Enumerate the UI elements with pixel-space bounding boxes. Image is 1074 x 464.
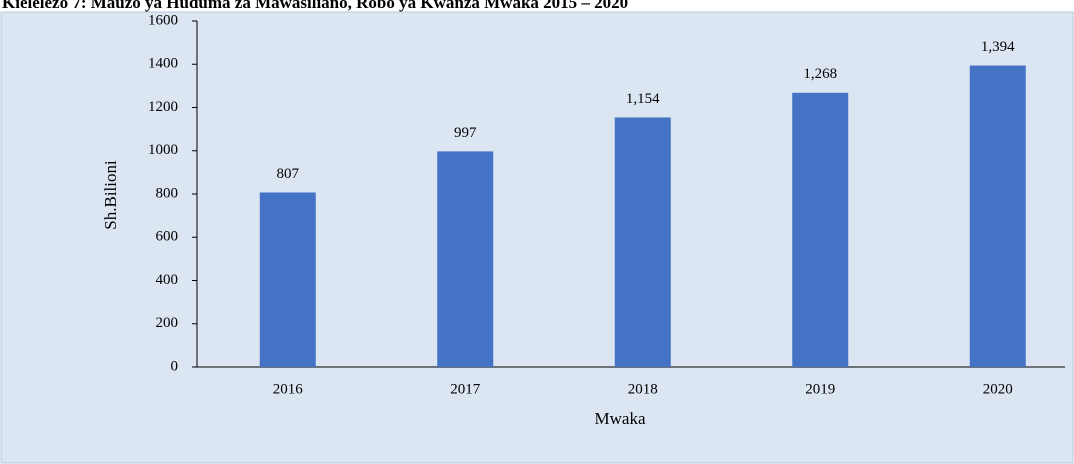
y-tick-label: 400 bbox=[156, 272, 179, 288]
y-tick-label: 1000 bbox=[148, 142, 178, 158]
data-label: 807 bbox=[277, 166, 300, 182]
bar bbox=[969, 65, 1026, 368]
bar bbox=[792, 92, 849, 368]
y-tick-label: 200 bbox=[156, 315, 179, 331]
y-axis-label: Sh.Bilioni bbox=[101, 160, 120, 230]
bar bbox=[437, 151, 494, 367]
y-tick-label: 800 bbox=[156, 185, 179, 201]
bar bbox=[259, 192, 316, 367]
data-label: 1,394 bbox=[981, 39, 1015, 55]
y-tick-label: 0 bbox=[171, 358, 179, 374]
chart-title: Kielelezo 7: Mauzo ya Huduma za Mawasili… bbox=[2, 0, 628, 12]
y-tick-label: 1600 bbox=[148, 12, 178, 28]
x-tick-label: 2020 bbox=[983, 381, 1013, 397]
x-tick-label: 2018 bbox=[628, 381, 658, 397]
y-tick-label: 600 bbox=[156, 229, 179, 245]
data-label: 1,154 bbox=[626, 91, 660, 107]
x-tick-label: 2019 bbox=[805, 381, 835, 397]
x-tick-label: 2016 bbox=[273, 381, 304, 397]
x-tick-label: 2017 bbox=[450, 381, 481, 397]
x-axis-label: Mwaka bbox=[595, 409, 646, 428]
y-tick-label: 1400 bbox=[148, 56, 178, 72]
chart-background bbox=[0, 11, 1074, 464]
data-label: 997 bbox=[454, 125, 477, 141]
y-tick-label: 1200 bbox=[148, 99, 178, 115]
bar bbox=[614, 117, 671, 367]
data-label: 1,268 bbox=[803, 66, 837, 82]
